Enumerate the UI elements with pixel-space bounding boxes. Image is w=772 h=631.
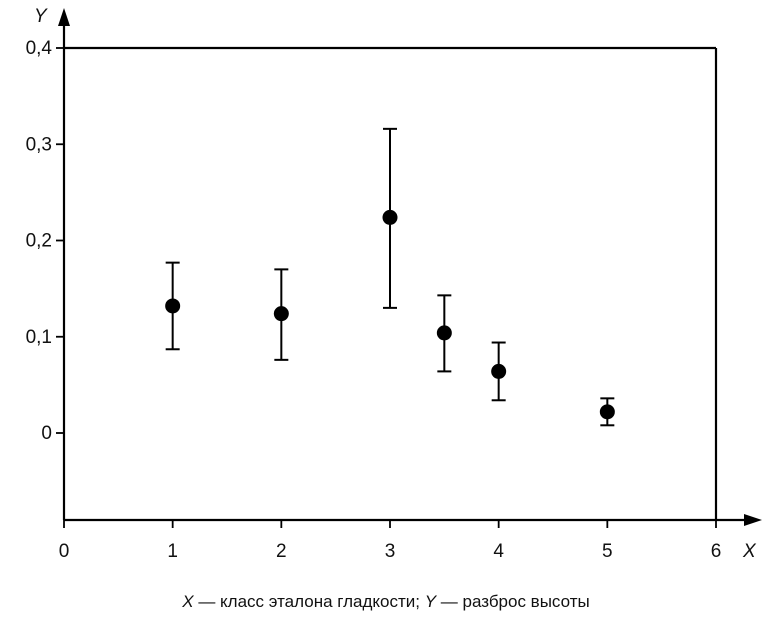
x-axis-arrow: [744, 514, 762, 526]
x-axis-label: X: [742, 541, 757, 562]
x-tick-label: 3: [385, 541, 396, 562]
data-point: [436, 325, 452, 341]
x-tick-label: 6: [711, 541, 722, 562]
data-point: [165, 298, 181, 314]
y-axis-label: Y: [34, 6, 48, 27]
data-point: [382, 209, 398, 225]
y-axis-arrow: [58, 8, 70, 26]
y-tick-label: 0,2: [26, 231, 52, 252]
caption-x-symbol: X: [182, 592, 194, 611]
caption-y-text: — разброс высоты: [436, 592, 590, 611]
x-tick-label: 0: [59, 541, 70, 562]
ticks: 0 1 2 3 4 5 6 0 0,1 0,2 0,3 0,4: [26, 38, 722, 562]
y-tick-label: 0,1: [26, 327, 52, 348]
figure-caption: X — класс эталона гладкости; Y — разброс…: [0, 592, 772, 612]
data-point: [491, 363, 507, 379]
plot-frame: [64, 46, 718, 520]
caption-y-symbol: Y: [424, 592, 437, 611]
data-points: [165, 209, 615, 420]
y-tick-label: 0: [41, 423, 52, 444]
x-tick-label: 2: [276, 541, 287, 562]
x-tick-label: 5: [602, 541, 613, 562]
y-tick-label: 0,4: [26, 38, 53, 59]
caption-x-text: — класс эталона гладкости;: [193, 592, 425, 611]
data-point: [273, 306, 289, 322]
data-point: [599, 404, 615, 420]
error-bars: [165, 127, 615, 427]
x-tick-label: 4: [493, 541, 504, 562]
y-tick-label: 0,3: [26, 134, 52, 155]
axes: XY: [34, 6, 762, 562]
x-tick-label: 1: [167, 541, 178, 562]
